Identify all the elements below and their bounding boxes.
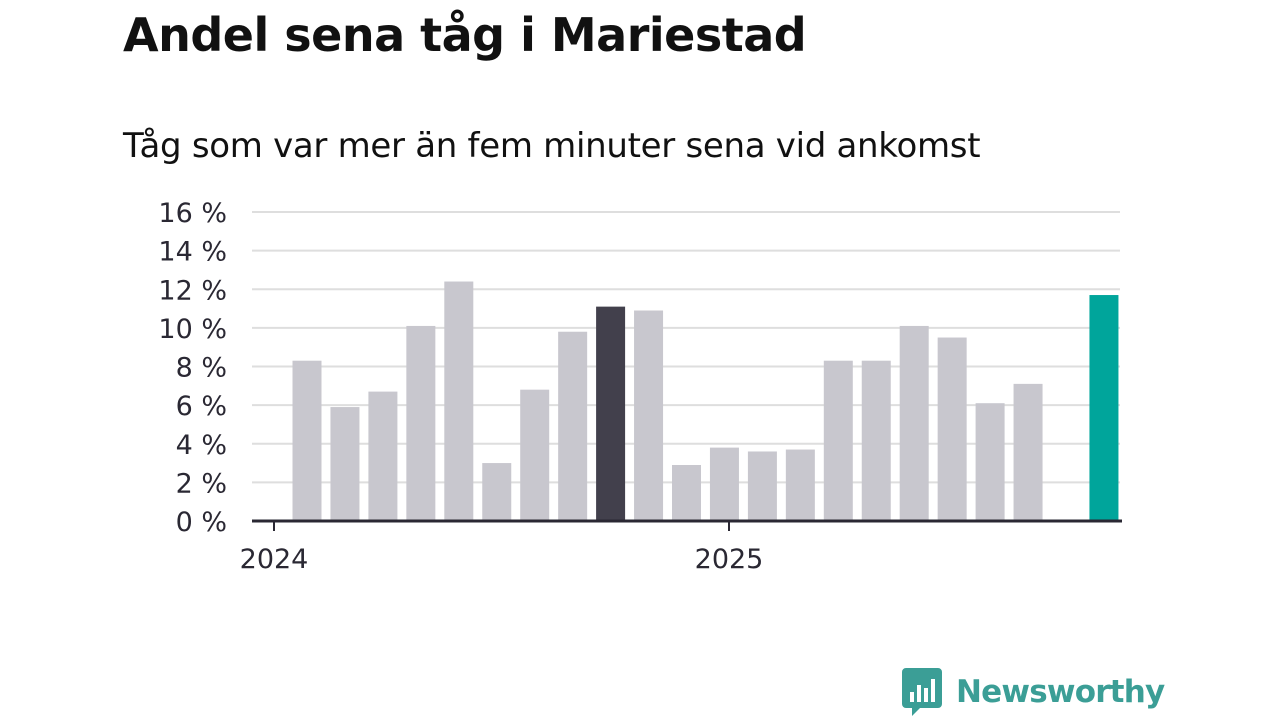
y-tick-label: 0 %	[176, 507, 227, 538]
bar-2025-03	[823, 360, 853, 521]
bars	[292, 281, 1119, 521]
bar-2024-07	[520, 389, 550, 521]
bar-2025-01	[747, 451, 777, 521]
y-axis-tick-labels: 0 % 2 % 4 % 6 % 8 % 10 % 12 % 14 % 16 %	[158, 198, 227, 538]
bar-2025-04	[861, 360, 891, 521]
bar-2024-09	[596, 306, 626, 521]
bar-2024-06	[482, 463, 512, 521]
x-tick-label: 2024	[240, 544, 309, 575]
bar-2024-02	[330, 407, 360, 521]
y-tick-label: 2 %	[176, 468, 227, 499]
y-tick-label: 14 %	[158, 237, 227, 268]
y-tick-label: 4 %	[176, 430, 227, 461]
y-tick-label: 8 %	[176, 353, 227, 384]
newsworthy-logo: Newsworthy	[902, 668, 1165, 716]
y-tick-label: 6 %	[176, 391, 227, 422]
x-tick-label: 2025	[695, 544, 764, 575]
gridlines	[252, 211, 1120, 484]
bar-2025-07	[975, 403, 1005, 521]
chart-title: Andel sena tåg i Mariestad	[123, 8, 807, 62]
bar-2024-08	[558, 331, 588, 521]
bar-2025-08	[1013, 383, 1043, 521]
bar-2025-02	[785, 449, 815, 521]
bar-2024-10	[634, 310, 664, 521]
bar-2024-11	[672, 464, 701, 521]
newsworthy-bar-chart-icon	[902, 668, 942, 716]
y-tick-label: 12 %	[158, 275, 227, 306]
chart-subtitle: Tåg som var mer än fem minuter sena vid …	[123, 126, 981, 166]
bar-2024-12	[709, 447, 739, 521]
bar-2024-04	[406, 325, 436, 521]
x-axis	[252, 519, 1122, 531]
bar-2025-10	[1089, 295, 1119, 521]
x-axis-tick-labels: 2024 2025	[240, 544, 764, 575]
bar-2024-01	[292, 360, 322, 521]
bar-2025-06	[937, 337, 967, 521]
logo-wordmark: Newsworthy	[956, 674, 1165, 710]
bar-2024-05	[444, 281, 474, 521]
bar-2025-05	[899, 325, 929, 521]
y-tick-label: 16 %	[158, 198, 227, 229]
bar-2024-03	[368, 391, 398, 521]
y-tick-label: 10 %	[158, 314, 227, 345]
